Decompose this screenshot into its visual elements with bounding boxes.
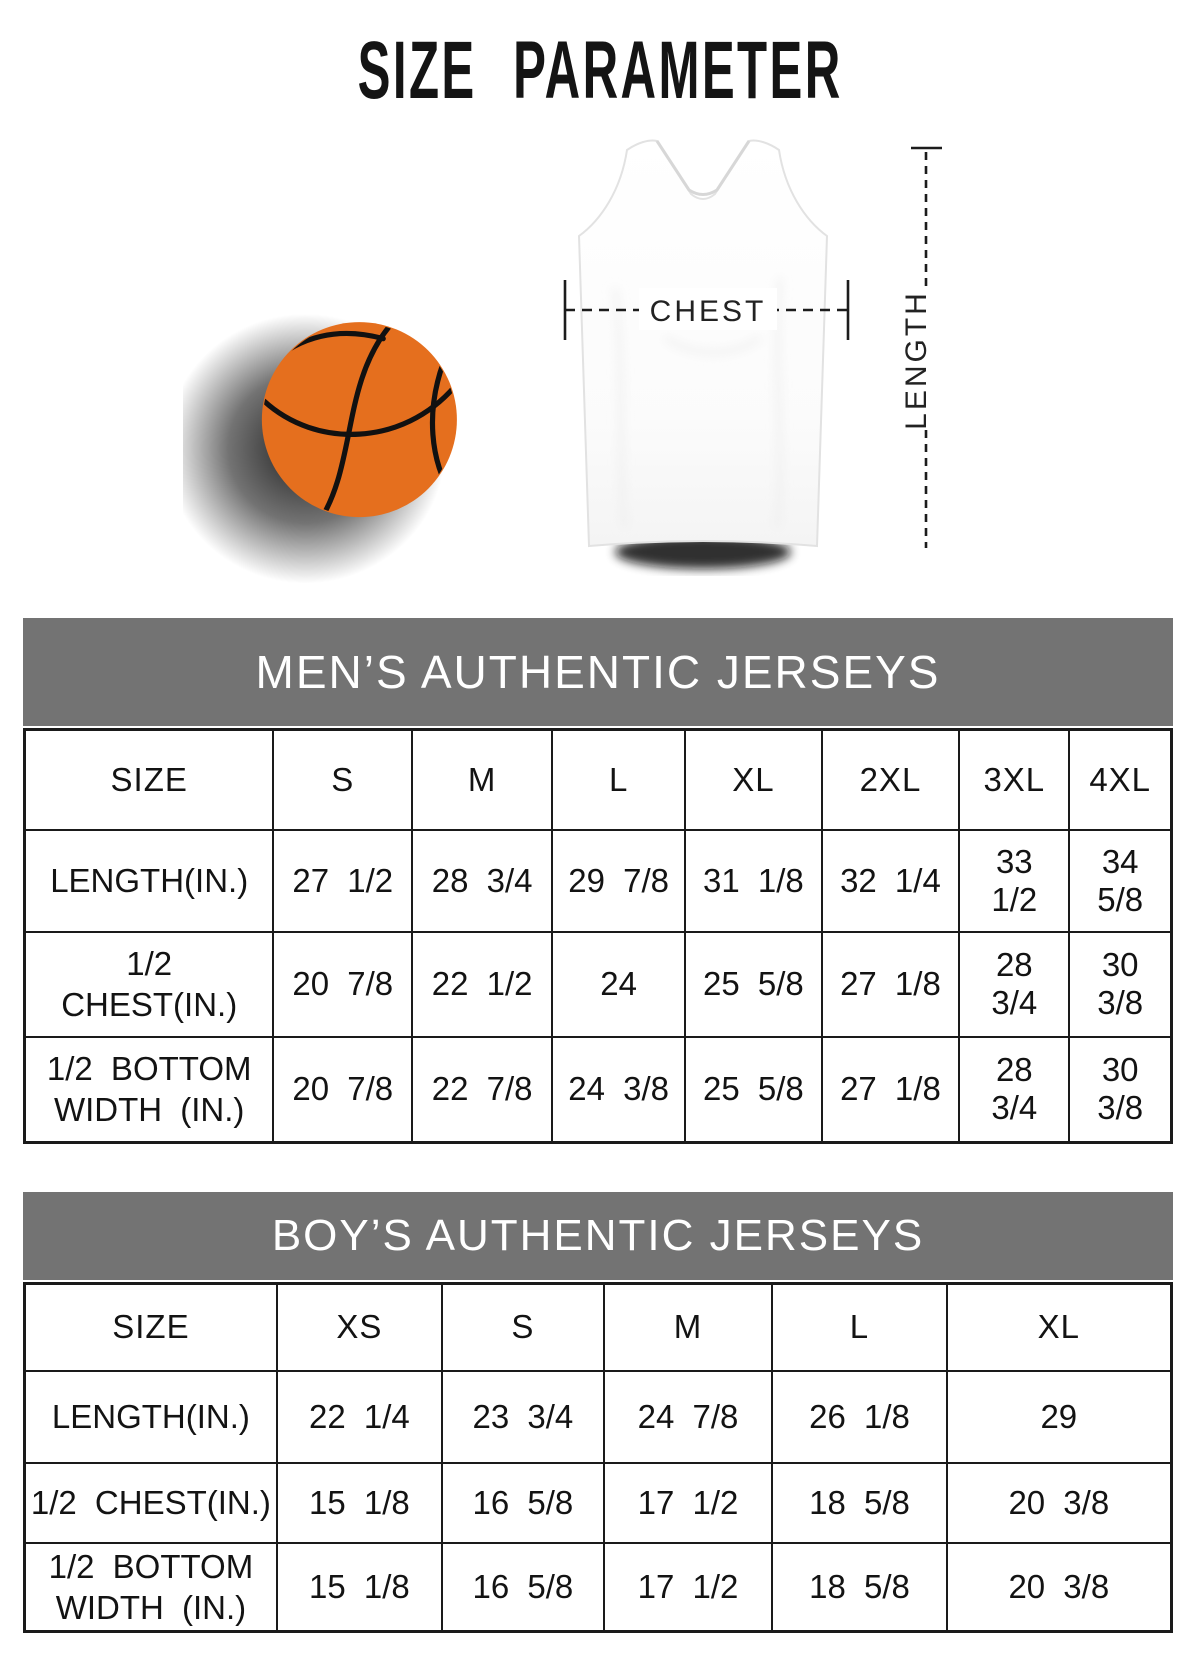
value-cell: 29 7/8: [551, 828, 687, 933]
row-label-cell: LENGTH(IN.): [23, 828, 275, 933]
row-label-cell: 1/2 BOTTOM WIDTH (IN.): [23, 1541, 278, 1633]
value-cell: 20 3/8: [945, 1541, 1173, 1633]
title-wrap: SIZE PARAMETER: [0, 0, 1200, 118]
size-cell: 2XL: [820, 728, 961, 831]
value-cell: 25 5/8: [684, 930, 823, 1038]
value-cell: 16 5/8: [440, 1461, 605, 1544]
row-label-cell: 1/2 CHEST(IN.): [23, 930, 275, 1038]
value-cell: 22 7/8: [411, 1035, 554, 1144]
jersey-icon: CHEST LENGTH: [563, 139, 942, 569]
size-cell: L: [771, 1282, 948, 1372]
value-cell: 30 3/8: [1068, 930, 1173, 1038]
jersey-body: [577, 139, 829, 548]
value-cell: 31 1/8: [684, 828, 823, 933]
mens-table-header: MEN’S AUTHENTIC JERSEYS: [23, 618, 1173, 726]
chest-measure-line: CHEST: [563, 280, 850, 340]
size-cell: 4XL: [1068, 728, 1173, 831]
mens-size-table: SIZE S M L XL 2XL 3XL 4XL LENGTH(IN.) 27…: [23, 728, 1173, 1144]
value-cell: 34 5/8: [1068, 828, 1173, 933]
value-cell: 24: [551, 930, 687, 1038]
ball-seams: [262, 323, 456, 517]
value-cell: 32 1/4: [820, 828, 961, 933]
jersey-collar-line: [655, 140, 751, 196]
table-row: 1/2 CHEST(IN.) 15 1/8 16 5/8 17 1/2 18 5…: [23, 1461, 1173, 1544]
size-header-cell: SIZE: [23, 728, 275, 831]
size-cell: 3XL: [958, 728, 1071, 831]
value-cell: 30 3/8: [1068, 1035, 1173, 1144]
size-cell: M: [411, 728, 554, 831]
length-label: LENGTH: [900, 290, 933, 430]
basketball-icon: [183, 313, 457, 584]
size-cell: XS: [275, 1282, 443, 1372]
value-cell: 25 5/8: [684, 1035, 823, 1144]
mens-size-section: MEN’S AUTHENTIC JERSEYS SIZE S M L XL 2X…: [23, 618, 1173, 1144]
value-cell: 27 1/2: [272, 828, 414, 933]
chest-label: CHEST: [650, 295, 767, 328]
table-row: LENGTH(IN.) 27 1/2 28 3/4 29 7/8 31 1/8 …: [23, 828, 1173, 933]
value-cell: 23 3/4: [440, 1369, 605, 1464]
value-cell: 28 3/4: [958, 1035, 1071, 1144]
value-cell: 28 3/4: [411, 828, 554, 933]
boys-table-header: BOY’S AUTHENTIC JERSEYS: [23, 1192, 1173, 1280]
value-cell: 24 7/8: [602, 1369, 774, 1464]
size-cell: XL: [945, 1282, 1173, 1372]
value-cell: 28 3/4: [958, 930, 1071, 1038]
row-label-cell: 1/2 CHEST(IN.): [23, 1461, 278, 1544]
value-cell: 29: [945, 1369, 1173, 1464]
value-cell: 22 1/4: [275, 1369, 443, 1464]
value-cell: 20 7/8: [272, 1035, 414, 1144]
table-row: 1/2 CHEST(IN.) 20 7/8 22 1/2 24 25 5/8 2…: [23, 930, 1173, 1038]
value-cell: 20 7/8: [272, 930, 414, 1038]
table-row: 1/2 BOTTOM WIDTH (IN.) 15 1/8 16 5/8 17 …: [23, 1541, 1173, 1633]
value-cell: 17 1/2: [602, 1541, 774, 1633]
value-cell: 27 1/8: [820, 1035, 961, 1144]
jersey-hem-shadow: [615, 535, 791, 569]
size-cell: S: [440, 1282, 605, 1372]
value-cell: 15 1/8: [275, 1541, 443, 1633]
value-cell: 33 1/2: [958, 828, 1071, 933]
size-cell: M: [602, 1282, 774, 1372]
table-row: SIZE XS S M L XL: [23, 1282, 1173, 1372]
table-row: SIZE S M L XL 2XL 3XL 4XL: [23, 728, 1173, 831]
value-cell: 17 1/2: [602, 1461, 774, 1544]
size-cell: S: [272, 728, 414, 831]
boys-size-table: SIZE XS S M L XL LENGTH(IN.) 22 1/4 23 3…: [23, 1282, 1173, 1633]
size-cell: XL: [684, 728, 823, 831]
value-cell: 15 1/8: [275, 1461, 443, 1544]
size-cell: L: [551, 728, 687, 831]
table-row: 1/2 BOTTOM WIDTH (IN.) 20 7/8 22 7/8 24 …: [23, 1035, 1173, 1144]
value-cell: 24 3/8: [551, 1035, 687, 1144]
value-cell: 20 3/8: [945, 1461, 1173, 1544]
size-header-cell: SIZE: [23, 1282, 278, 1372]
page-title: SIZE PARAMETER: [357, 25, 843, 116]
table-row: LENGTH(IN.) 22 1/4 23 3/4 24 7/8 26 1/8 …: [23, 1369, 1173, 1464]
value-cell: 26 1/8: [771, 1369, 948, 1464]
value-cell: 18 5/8: [771, 1541, 948, 1633]
length-measure-line: LENGTH: [900, 146, 942, 548]
value-cell: 27 1/8: [820, 930, 961, 1038]
size-illustration: CHEST LENGTH: [0, 126, 1200, 584]
value-cell: 22 1/2: [411, 930, 554, 1038]
boys-size-section: BOY’S AUTHENTIC JERSEYS SIZE XS S M L XL…: [23, 1192, 1173, 1633]
row-label-cell: 1/2 BOTTOM WIDTH (IN.): [23, 1035, 275, 1144]
value-cell: 16 5/8: [440, 1541, 605, 1633]
jersey-folds: [613, 277, 782, 529]
row-label-cell: LENGTH(IN.): [23, 1369, 278, 1464]
ball-body: [261, 322, 457, 518]
value-cell: 18 5/8: [771, 1461, 948, 1544]
